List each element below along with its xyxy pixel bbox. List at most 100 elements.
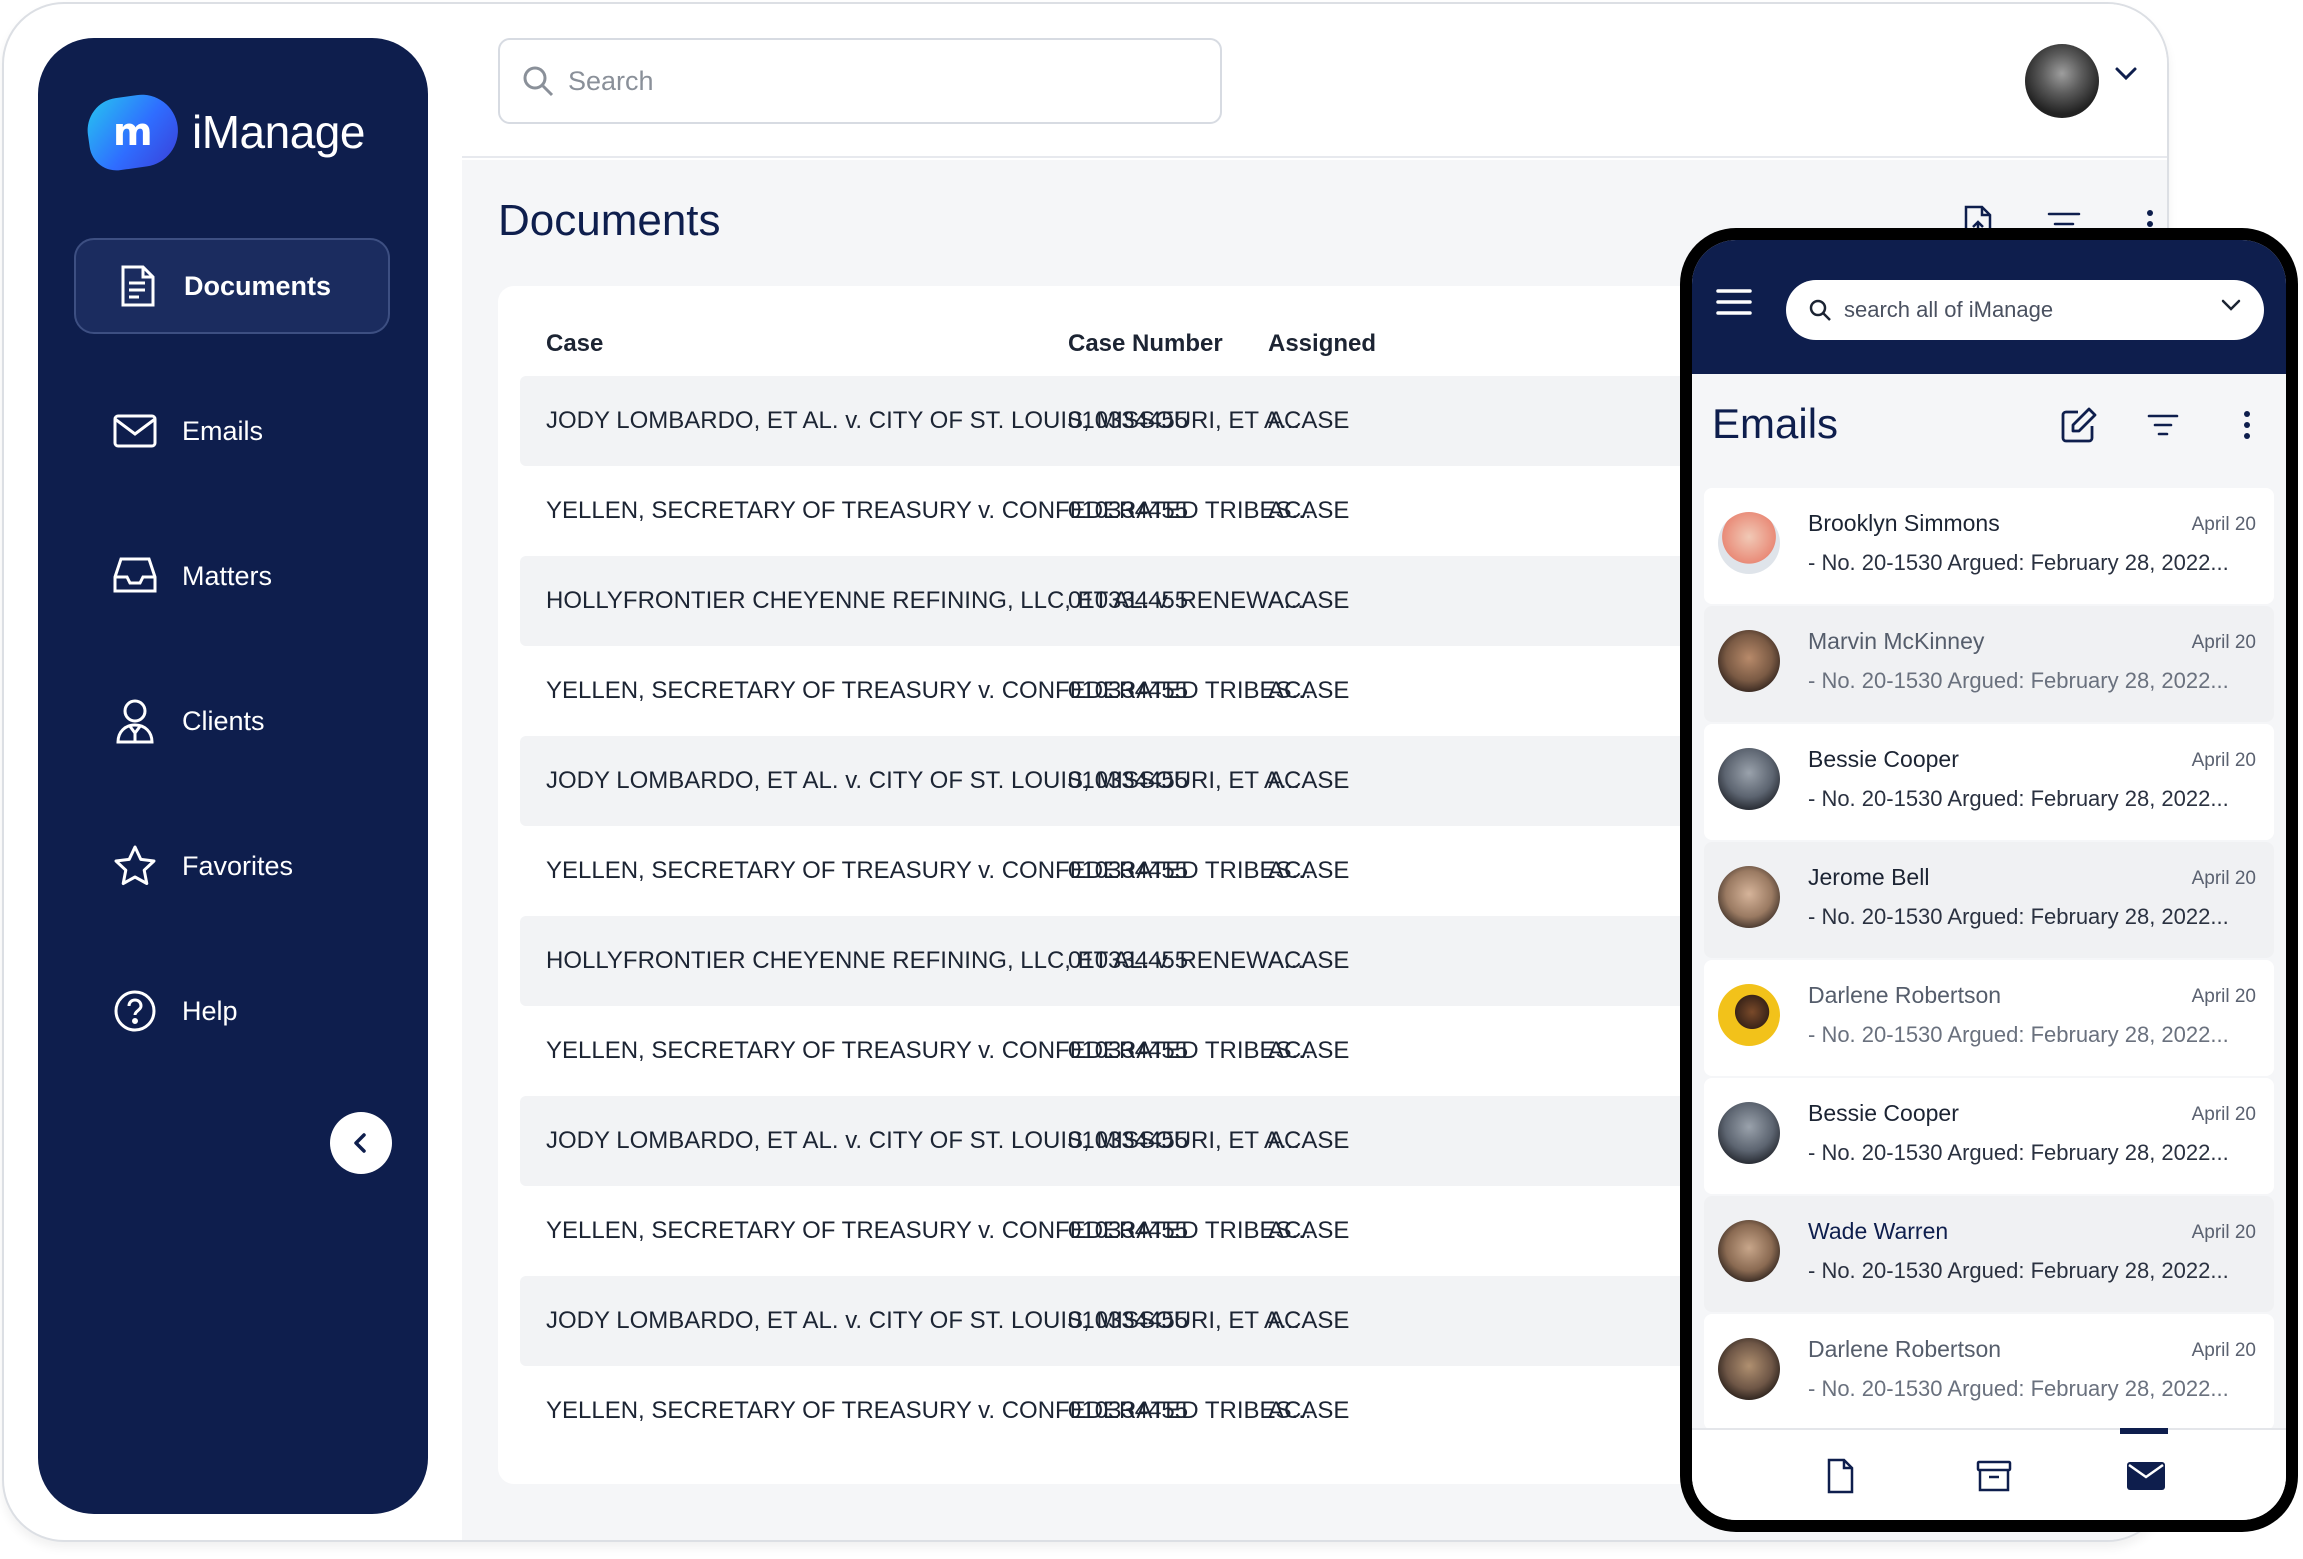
case-cell: JODY LOMBARDO, ET AL. v. CITY OF ST. LOU… xyxy=(546,1127,1300,1154)
document-icon xyxy=(1827,1458,1854,1494)
assigned-cell: ACASE xyxy=(1268,857,1350,884)
search-icon xyxy=(1809,299,1831,321)
email-sender: Marvin McKinney xyxy=(1808,628,1985,654)
more-vertical-icon[interactable] xyxy=(2226,404,2268,446)
table-row[interactable]: YELLEN, SECRETARY OF TREASURY v. CONFEDE… xyxy=(520,646,1760,736)
email-list-item[interactable]: Bessie Cooper April 20 - No. 20-1530 Arg… xyxy=(1704,724,2274,840)
case-number-cell: 010334455 xyxy=(1068,857,1189,884)
case-number-cell: 010334455 xyxy=(1068,947,1189,974)
case-number-cell: 010334455 xyxy=(1068,497,1189,524)
case-number-cell: 010334455 xyxy=(1068,407,1189,434)
table-row[interactable]: JODY LOMBARDO, ET AL. v. CITY OF ST. LOU… xyxy=(520,1096,1760,1186)
sidebar-item-favorites[interactable]: Favorites xyxy=(74,818,390,914)
assigned-cell: ACASE xyxy=(1268,1307,1350,1334)
sidebar-nav: Documents Emails Matters Clients xyxy=(74,238,390,1108)
compose-icon[interactable] xyxy=(2058,404,2100,446)
filter-icon[interactable] xyxy=(2142,404,2184,446)
table-row[interactable]: HOLLYFRONTIER CHEYENNE REFINING, LLC, ET… xyxy=(520,556,1760,646)
column-header-case-number[interactable]: Case Number xyxy=(1068,330,1223,357)
inbox-icon xyxy=(112,553,158,599)
sidebar-item-label: Matters xyxy=(182,560,273,591)
menu-icon[interactable] xyxy=(1716,288,1752,316)
phone-tab-bar xyxy=(1692,1428,2286,1520)
document-icon xyxy=(114,263,160,309)
email-preview: - No. 20-1530 Argued: February 28, 2022.… xyxy=(1808,1140,2229,1165)
email-date: April 20 xyxy=(2191,1104,2256,1125)
sidebar-item-label: Emails xyxy=(182,415,264,446)
table-row[interactable]: YELLEN, SECRETARY OF TREASURY v. CONFEDE… xyxy=(520,466,1760,556)
table-row[interactable]: JODY LOMBARDO, ET AL. v. CITY OF ST. LOU… xyxy=(520,1276,1760,1366)
sidebar-item-emails[interactable]: Emails xyxy=(74,383,390,479)
table-row[interactable]: HOLLYFRONTIER CHEYENNE REFINING, LLC, ET… xyxy=(520,916,1760,1006)
table-row[interactable]: YELLEN, SECRETARY OF TREASURY v. CONFEDE… xyxy=(520,1006,1760,1096)
phone-frame: search all of iManage Emails Brooklyn Si… xyxy=(1680,228,2298,1532)
sidebar-item-help[interactable]: Help xyxy=(74,963,390,1059)
sidebar-item-clients[interactable]: Clients xyxy=(74,673,390,769)
email-date: April 20 xyxy=(2191,632,2256,653)
case-number-cell: 010334455 xyxy=(1068,1217,1189,1244)
archive-icon xyxy=(1976,1460,2012,1492)
column-header-case[interactable]: Case xyxy=(546,330,604,357)
chevron-down-icon[interactable] xyxy=(2114,66,2138,82)
email-preview: - No. 20-1530 Argued: February 28, 2022.… xyxy=(1808,904,2229,929)
email-sender: Darlene Robertson xyxy=(1808,1336,2002,1362)
assigned-cell: ACASE xyxy=(1268,587,1350,614)
logo[interactable]: m iManage xyxy=(83,90,365,174)
case-cell: HOLLYFRONTIER CHEYENNE REFINING, LLC, ET… xyxy=(546,947,1304,974)
chevron-down-icon[interactable] xyxy=(2220,298,2242,312)
sidebar-item-matters[interactable]: Matters xyxy=(74,528,390,624)
tab-documents[interactable] xyxy=(1818,1454,1862,1498)
email-preview: - No. 20-1530 Argued: February 28, 2022.… xyxy=(1808,786,2229,811)
table-row[interactable]: YELLEN, SECRETARY OF TREASURY v. CONFEDE… xyxy=(520,1366,1760,1456)
collapse-sidebar-button[interactable] xyxy=(330,1112,392,1174)
email-list-item[interactable]: Brooklyn Simmons April 20 - No. 20-1530 … xyxy=(1704,488,2274,604)
tab-archive[interactable] xyxy=(1972,1454,2016,1498)
case-number-cell: 010334455 xyxy=(1068,1037,1189,1064)
email-preview: - No. 20-1530 Argued: February 28, 2022.… xyxy=(1808,1258,2229,1283)
case-cell: YELLEN, SECRETARY OF TREASURY v. CONFEDE… xyxy=(546,1397,1312,1424)
email-date: April 20 xyxy=(2191,514,2256,535)
email-preview: - No. 20-1530 Argued: February 28, 2022.… xyxy=(1808,1022,2229,1047)
email-sender: Wade Warren xyxy=(1808,1218,1949,1244)
assigned-cell: ACASE xyxy=(1268,767,1350,794)
table-row[interactable]: JODY LOMBARDO, ET AL. v. CITY OF ST. LOU… xyxy=(520,736,1760,826)
case-cell: YELLEN, SECRETARY OF TREASURY v. CONFEDE… xyxy=(546,1217,1312,1244)
assigned-cell: ACASE xyxy=(1268,407,1350,434)
assigned-cell: ACASE xyxy=(1268,947,1350,974)
user-avatar[interactable] xyxy=(2025,44,2099,118)
phone-search-placeholder: search all of iManage xyxy=(1844,297,2054,322)
phone-search-input[interactable]: search all of iManage xyxy=(1786,280,2264,340)
column-header-assigned[interactable]: Assigned xyxy=(1268,330,1377,357)
assigned-cell: ACASE xyxy=(1268,1397,1350,1424)
tab-emails[interactable] xyxy=(2124,1454,2168,1498)
avatar xyxy=(1718,748,1780,810)
avatar xyxy=(1718,630,1780,692)
chevron-left-icon xyxy=(354,1133,366,1153)
email-sender: Darlene Robertson xyxy=(1808,982,2002,1008)
search-input[interactable]: Search xyxy=(498,38,1222,124)
documents-table: Case Case Number Assigned JODY LOMBARDO,… xyxy=(498,286,1760,1484)
email-list-item[interactable]: Jerome Bell April 20 - No. 20-1530 Argue… xyxy=(1704,842,2274,958)
sidebar-item-documents[interactable]: Documents xyxy=(74,238,390,334)
email-sender: Bessie Cooper xyxy=(1808,1100,1959,1126)
case-number-cell: 010334455 xyxy=(1068,1127,1189,1154)
table-row[interactable]: YELLEN, SECRETARY OF TREASURY v. CONFEDE… xyxy=(520,826,1760,916)
search-icon xyxy=(523,66,554,97)
avatar xyxy=(1718,866,1780,928)
phone-header: search all of iManage xyxy=(1692,240,2286,374)
active-tab-indicator xyxy=(2120,1428,2168,1434)
email-list-item[interactable]: Darlene Robertson April 20 - No. 20-1530… xyxy=(1704,1314,2274,1430)
email-list-item[interactable]: Wade Warren April 20 - No. 20-1530 Argue… xyxy=(1704,1196,2274,1312)
email-list-item[interactable]: Bessie Cooper April 20 - No. 20-1530 Arg… xyxy=(1704,1078,2274,1194)
phone-screen: search all of iManage Emails Brooklyn Si… xyxy=(1692,240,2286,1520)
email-list-item[interactable]: Marvin McKinney April 20 - No. 20-1530 A… xyxy=(1704,606,2274,722)
case-cell: JODY LOMBARDO, ET AL. v. CITY OF ST. LOU… xyxy=(546,1307,1300,1334)
email-list-item[interactable]: Darlene Robertson April 20 - No. 20-1530… xyxy=(1704,960,2274,1076)
sidebar-item-label: Documents xyxy=(184,270,332,301)
assigned-cell: ACASE xyxy=(1268,1127,1350,1154)
table-row[interactable]: JODY LOMBARDO, ET AL. v. CITY OF ST. LOU… xyxy=(520,376,1760,466)
search-placeholder: Search xyxy=(568,65,654,96)
table-row[interactable]: YELLEN, SECRETARY OF TREASURY v. CONFEDE… xyxy=(520,1186,1760,1276)
case-cell: JODY LOMBARDO, ET AL. v. CITY OF ST. LOU… xyxy=(546,767,1300,794)
sidebar-item-label: Help xyxy=(182,995,238,1026)
